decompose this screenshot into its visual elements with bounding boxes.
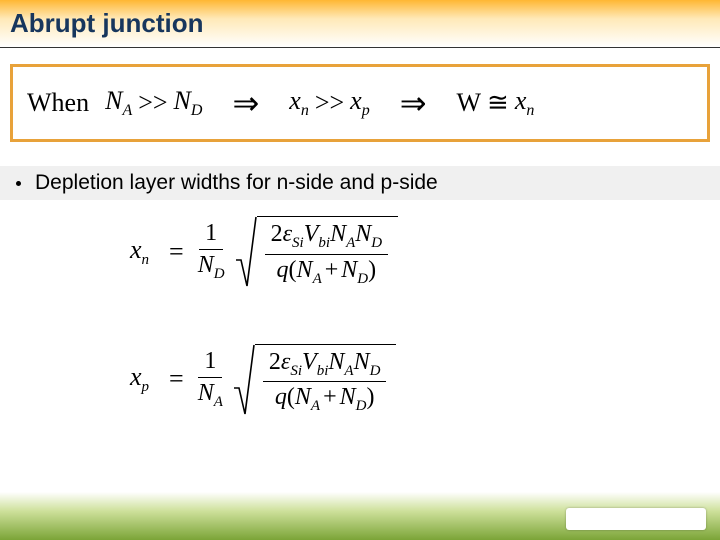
bullet-icon xyxy=(16,181,21,186)
footer-card xyxy=(566,508,706,530)
nd-3: N xyxy=(354,349,370,375)
sqrt-xp: 2εSiVbiNAND q(NA+ND) xyxy=(233,344,397,416)
na-sub-1: A xyxy=(346,235,355,251)
sqrt-xn: 2εSiVbiNAND q(NA+ND) xyxy=(235,216,399,288)
condition-box: When NA >> ND ⇒ xn >> xp ⇒ W ≅ xn xyxy=(10,64,710,142)
nd-subscript: D xyxy=(191,102,203,119)
xp-lhs: x xyxy=(130,362,142,391)
implies-arrow-1: ⇒ xyxy=(232,84,259,122)
xn-lhs-sub: n xyxy=(142,252,150,268)
xn2-subscript: n xyxy=(526,102,534,119)
much-greater-1: >> xyxy=(138,88,167,118)
na-4: N xyxy=(295,384,311,410)
implies-arrow-2: ⇒ xyxy=(400,84,427,122)
xn-symbol: x xyxy=(289,86,301,115)
bi-2: bi xyxy=(317,362,329,378)
na-sub-3: A xyxy=(344,362,353,378)
nd-2: N xyxy=(341,257,357,283)
q-2: q xyxy=(275,384,287,410)
radical-icon-2 xyxy=(233,344,255,416)
two-1: 2 xyxy=(271,221,283,247)
eps-2: ε xyxy=(281,349,290,375)
v-1: V xyxy=(304,221,319,247)
na-den-sub: A xyxy=(214,394,223,410)
xn2-symbol: x xyxy=(515,86,527,115)
radicand-frac-xp: 2εSiVbiNAND q(NA+ND) xyxy=(263,349,387,416)
approx-symbol: ≅ xyxy=(487,88,509,118)
equations-area: xn = 1 ND 2εSiVbiNAND xyxy=(130,216,590,471)
nd-sub-3: D xyxy=(370,362,381,378)
much-greater-2: >> xyxy=(315,88,344,118)
title-bar: Abrupt junction xyxy=(0,0,720,48)
rp-1: ) xyxy=(368,257,376,283)
na-2: N xyxy=(297,257,313,283)
frac-num-1: 1 xyxy=(199,220,223,250)
slide-title: Abrupt junction xyxy=(10,8,204,39)
nd-sub-2: D xyxy=(357,271,368,287)
two-2: 2 xyxy=(269,349,281,375)
lp-2: ( xyxy=(287,384,295,410)
nd-den-sub: D xyxy=(214,266,225,282)
xp-symbol: x xyxy=(350,86,362,115)
radical-icon xyxy=(235,216,257,288)
na-3: N xyxy=(328,349,344,375)
w-symbol: W xyxy=(457,88,482,118)
xp-lhs-sub: p xyxy=(142,379,150,395)
equation-xp: xp = 1 NA 2εSiVbiNAND xyxy=(130,344,590,416)
bullet-row: Depletion layer widths for n-side and p-… xyxy=(0,166,720,200)
si-2: Si xyxy=(290,362,302,378)
nd-1: N xyxy=(355,221,371,247)
xn-lhs: x xyxy=(130,235,142,264)
nd-symbol: N xyxy=(174,86,191,115)
frac-num-2: 1 xyxy=(198,348,222,378)
equation-xn: xn = 1 ND 2εSiVbiNAND xyxy=(130,216,590,288)
si-1: Si xyxy=(292,235,304,251)
frac-1-over-nd: 1 ND xyxy=(198,220,225,283)
xp-subscript: p xyxy=(362,102,370,119)
bullet-text: Depletion layer widths for n-side and p-… xyxy=(35,171,438,195)
xn-subscript: n xyxy=(301,102,309,119)
na-1: N xyxy=(330,221,346,247)
nd-4: N xyxy=(340,384,356,410)
frac-1-over-na: 1 NA xyxy=(198,348,223,411)
plus-1: + xyxy=(325,257,339,283)
plus-2: + xyxy=(323,384,337,410)
nd-sub-4: D xyxy=(356,398,367,414)
eps-1: ε xyxy=(283,221,292,247)
condition-expression: When NA >> ND ⇒ xn >> xp ⇒ W ≅ xn xyxy=(27,84,534,122)
bi-1: bi xyxy=(318,235,330,251)
rp-2: ) xyxy=(366,384,374,410)
na-sub-2: A xyxy=(313,271,322,287)
equals-2: = xyxy=(169,364,184,394)
radicand-frac-xn: 2εSiVbiNAND q(NA+ND) xyxy=(265,221,389,288)
equals-1: = xyxy=(169,237,184,267)
na-den: N xyxy=(198,380,214,406)
nd-den: N xyxy=(198,252,214,278)
na-sub-4: A xyxy=(311,398,320,414)
v-2: V xyxy=(302,349,317,375)
when-text: When xyxy=(27,88,89,118)
nd-sub-1: D xyxy=(371,235,382,251)
na-subscript: A xyxy=(122,102,132,119)
lp-1: ( xyxy=(289,257,297,283)
na-symbol: N xyxy=(105,86,122,115)
slide: Abrupt junction When NA >> ND ⇒ xn >> xp… xyxy=(0,0,720,540)
q-1: q xyxy=(277,257,289,283)
